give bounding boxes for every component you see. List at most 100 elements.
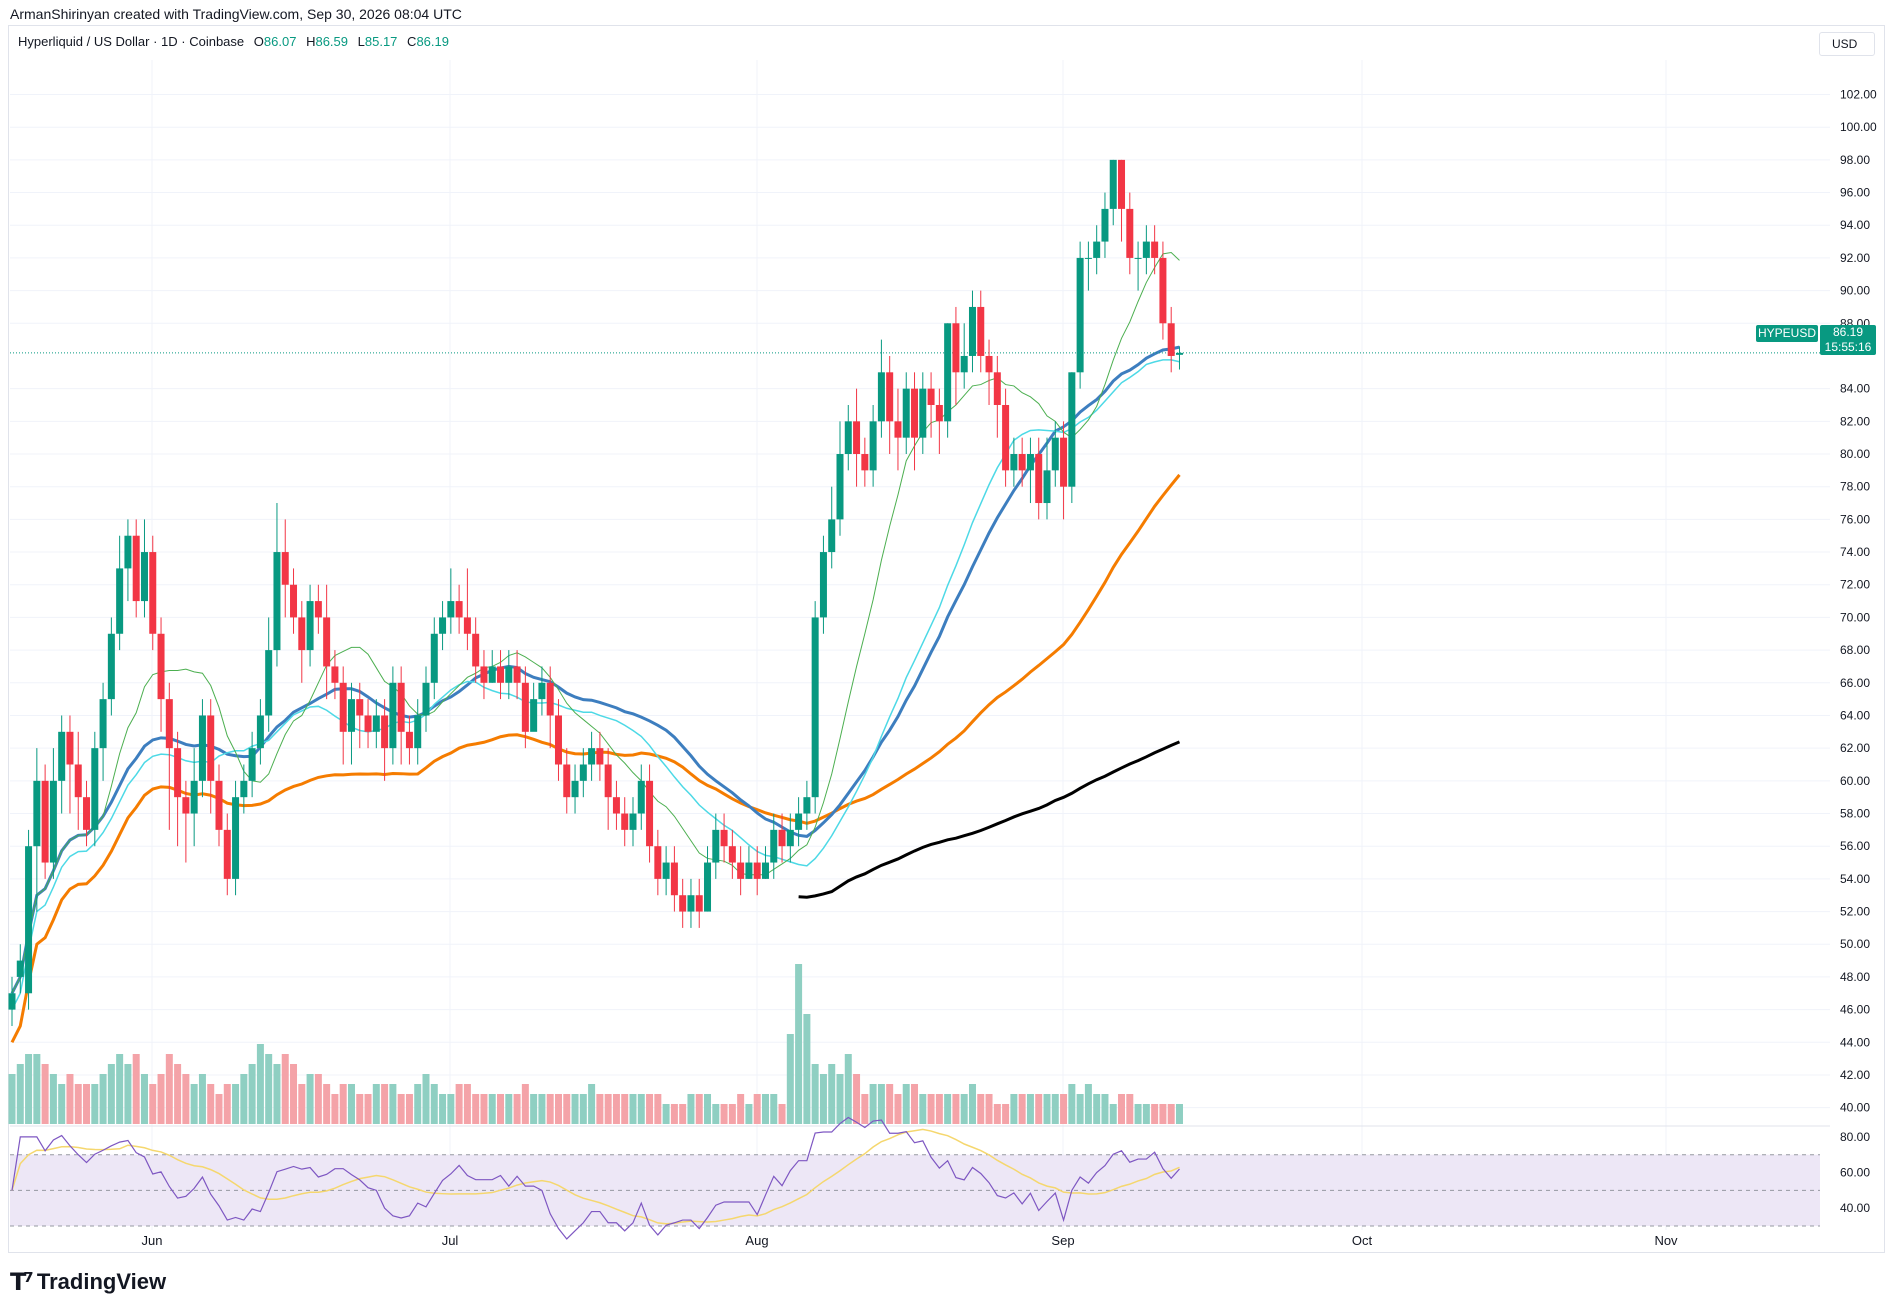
time-label: Jun <box>142 1233 163 1248</box>
volume-bar <box>182 1074 190 1124</box>
volume-bar <box>513 1094 521 1124</box>
volume-bar <box>704 1094 712 1124</box>
candle-body <box>314 601 322 618</box>
volume-bar <box>919 1094 927 1124</box>
price-tick-label: 82.00 <box>1840 414 1870 428</box>
volume-bar <box>612 1094 620 1124</box>
candle-body <box>737 862 745 879</box>
price-tick-label: 64.00 <box>1840 708 1870 722</box>
candle-body <box>49 780 57 863</box>
volume-bar <box>331 1094 339 1124</box>
volume-bar <box>828 1064 836 1124</box>
volume-bar <box>637 1094 645 1124</box>
candle-body <box>861 454 869 471</box>
candle-body <box>944 323 952 422</box>
volume-bar <box>1002 1104 1010 1124</box>
candle-body <box>463 617 471 634</box>
volume-bar <box>695 1094 703 1124</box>
close-key: C <box>407 34 417 49</box>
volume-bar <box>290 1064 298 1124</box>
credit-line: ArmanShirinyan created with TradingView.… <box>10 6 462 22</box>
candle-body <box>116 568 124 634</box>
volume-bar <box>298 1084 306 1124</box>
volume-bar <box>505 1094 513 1124</box>
last-price-tag: 86.19 15:55:16 <box>1820 325 1876 355</box>
price-tick-label: 62.00 <box>1840 741 1870 755</box>
candle-body <box>1134 257 1142 259</box>
candle-body <box>836 454 844 520</box>
candle-body <box>265 650 273 716</box>
volume-bar <box>960 1094 968 1124</box>
candle-body <box>488 666 496 683</box>
candle-body <box>190 780 198 814</box>
candle-body <box>1118 159 1126 209</box>
candle-body <box>356 699 364 716</box>
candle-body <box>687 895 695 912</box>
volume-bar <box>364 1094 372 1124</box>
candle-body <box>695 895 703 912</box>
candle-body <box>1043 470 1051 504</box>
candle-body <box>58 731 66 781</box>
candle-body <box>1159 257 1167 324</box>
price-tick-label: 66.00 <box>1840 676 1870 690</box>
volume-bar <box>803 1014 811 1124</box>
time-label: Sep <box>1051 1233 1074 1248</box>
symbol-price-tag: HYPEUSD <box>1756 325 1818 342</box>
high-key: H <box>306 34 316 49</box>
volume-bar <box>306 1074 314 1124</box>
volume-bar <box>397 1094 405 1124</box>
volume-bar <box>902 1084 910 1124</box>
candle-body <box>306 601 314 651</box>
candle-body <box>728 846 736 863</box>
currency-selector[interactable]: USD <box>1819 32 1875 56</box>
candle-body <box>1060 437 1068 487</box>
volume-bar <box>165 1054 173 1124</box>
candle-body <box>165 699 173 749</box>
candles[interactable] <box>8 159 1183 1026</box>
time-axis[interactable]: Jun Jul Aug Sep Oct Nov <box>142 1233 1679 1248</box>
volume-bar <box>265 1054 273 1124</box>
volume-bar <box>414 1084 422 1124</box>
volume-bar <box>273 1064 281 1124</box>
volume-bar <box>538 1094 546 1124</box>
volume-bar <box>894 1094 902 1124</box>
price-tick-label: 76.00 <box>1840 512 1870 526</box>
candle-body <box>894 421 902 438</box>
candle-body <box>74 764 82 798</box>
candle-body <box>1068 372 1076 487</box>
volume-bar <box>968 1084 976 1124</box>
candle-body <box>107 633 115 700</box>
candle-body <box>637 780 645 814</box>
volume-bar <box>1084 1084 1092 1124</box>
candle-body <box>66 731 74 765</box>
volume-bar <box>339 1084 347 1124</box>
price-tick-label: 92.00 <box>1840 251 1870 265</box>
rsi-tick-label: 80.00 <box>1840 1130 1870 1144</box>
volume-bar <box>687 1094 695 1124</box>
volume-bar <box>232 1084 240 1124</box>
tv-logo-wordmark: TradingView <box>36 1269 167 1294</box>
volume-bar <box>480 1094 488 1124</box>
open-value: 86.07 <box>263 34 297 49</box>
candle-body <box>513 666 521 683</box>
candle-body <box>256 715 264 749</box>
tradingview-logo[interactable]: T⁷ TradingView <box>10 1268 166 1296</box>
volume-bar <box>819 1074 827 1124</box>
ma-blue-line <box>10 345 1180 994</box>
candle-body <box>140 552 148 602</box>
volume-bar <box>554 1094 562 1124</box>
candle-body <box>902 388 910 438</box>
candle-body <box>993 372 1001 405</box>
volume-bar <box>1093 1094 1101 1124</box>
ma-orange-line <box>10 473 1181 1043</box>
ma-cyan-line <box>11 359 1180 1010</box>
open-key: O <box>253 34 264 49</box>
volume-bar <box>927 1094 935 1124</box>
price-axis[interactable]: 102.00100.0098.0096.0094.0092.0090.0088.… <box>1840 88 1877 1115</box>
candle-body <box>157 633 165 700</box>
volume-bars <box>8 964 1183 1124</box>
volume-bar <box>1126 1094 1134 1124</box>
volume-bar <box>1134 1104 1142 1124</box>
candle-body <box>1002 404 1010 471</box>
